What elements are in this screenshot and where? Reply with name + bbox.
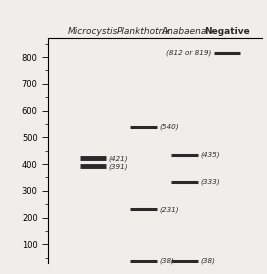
- Text: (812 or 819): (812 or 819): [166, 50, 211, 56]
- Text: Negative: Negative: [204, 27, 250, 36]
- Text: (435): (435): [200, 152, 220, 158]
- Text: (38): (38): [200, 258, 215, 264]
- Text: Anabaena: Anabaena: [162, 27, 207, 36]
- Text: (421): (421): [108, 155, 128, 162]
- Text: (540): (540): [159, 123, 179, 130]
- Text: Plankthotrix: Plankthotrix: [117, 27, 171, 36]
- Text: (333): (333): [200, 179, 220, 185]
- Text: (391): (391): [108, 163, 128, 170]
- Text: Microcystis: Microcystis: [68, 27, 118, 36]
- Text: (231): (231): [159, 206, 179, 213]
- Text: (38): (38): [159, 258, 174, 264]
